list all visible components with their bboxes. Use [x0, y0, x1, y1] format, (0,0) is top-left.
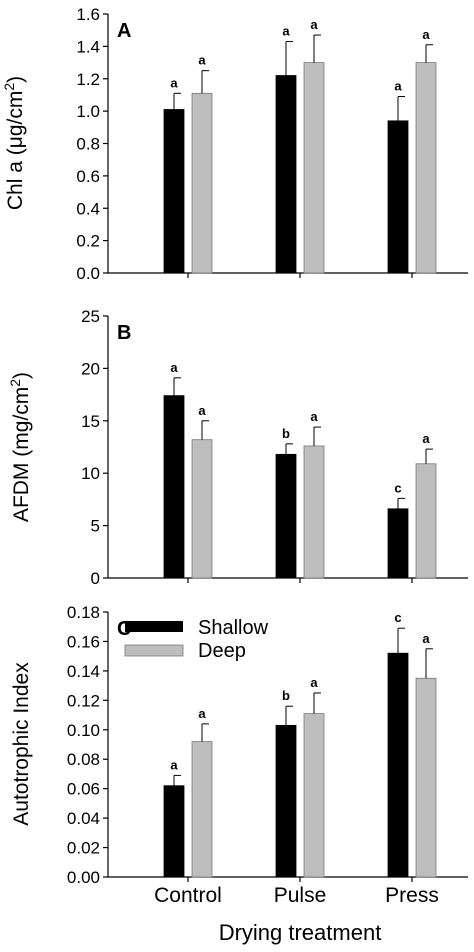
y-tick-label: 0.08: [67, 750, 100, 769]
y-tick-label: 0.4: [76, 199, 100, 218]
y-tick-label: 0.2: [76, 232, 100, 251]
chart-panel-b: 0 5 10 15 20 25 AFDM (mg/cm2) Ba b c a a a: [7, 307, 468, 588]
y-tick-label: 0.14: [67, 662, 100, 681]
y-axis-label: Chl a (μg/cm2): [1, 76, 27, 210]
x-axis-label: Drying treatment: [219, 920, 382, 945]
bar-shallow: [387, 652, 409, 878]
significance-label: a: [310, 17, 318, 32]
bar-shallow: [163, 785, 185, 878]
y-tick-label: 0.04: [67, 809, 100, 828]
panel-label: B: [117, 322, 131, 344]
significance-label: c: [394, 480, 401, 495]
significance-label: a: [422, 431, 430, 446]
significance-label: a: [422, 631, 430, 646]
significance-label: a: [422, 27, 430, 42]
x-category-labels: Control Pulse Press: [154, 884, 439, 907]
significance-label: a: [310, 675, 318, 690]
bar-deep: [191, 439, 213, 579]
y-tick-label: 0.02: [67, 839, 100, 858]
legend-label-shallow: Shallow: [198, 617, 269, 639]
significance-label: a: [198, 706, 206, 721]
panel-label: A: [117, 20, 131, 42]
bar-shallow: [275, 724, 297, 878]
bar-deep: [415, 62, 437, 274]
y-tick-label: 1.2: [76, 70, 100, 89]
y-tick-label: 15: [81, 412, 100, 431]
y-tick-label: 0.18: [67, 603, 100, 622]
y-axis-label: Autotrophic Index: [10, 662, 33, 826]
bar-deep: [303, 62, 325, 274]
significance-label: a: [282, 24, 290, 39]
y-axis-label: AFDM (mg/cm2): [7, 372, 33, 522]
y-tick-label: 0.12: [67, 691, 100, 710]
x-category-label: Press: [385, 884, 439, 907]
bar-shallow: [163, 395, 185, 579]
legend-swatch-deep: [124, 644, 184, 657]
y-tick-label: 25: [81, 307, 100, 326]
x-category-label: Control: [154, 884, 222, 907]
y-tick-label: 0.0: [76, 264, 100, 283]
chart-panel-a: 0.0 0.2 0.4 0.6 0.8 1.0 1.2 1.4 1.6 Chl a (μg/cm2…: [1, 5, 468, 283]
significance-label: b: [282, 688, 290, 703]
y-tick-label: 0.8: [76, 135, 100, 154]
y-tick-label: 0: [91, 569, 100, 588]
bar-shallow: [275, 75, 297, 274]
significance-label: a: [310, 409, 318, 424]
y-tick-label: 0.6: [76, 167, 100, 186]
y-tick-label: 5: [91, 517, 100, 536]
bar-deep: [191, 92, 213, 274]
y-tick-label: 0.10: [67, 721, 100, 740]
bar-shallow: [387, 508, 409, 579]
y-tick-label: 1.4: [76, 37, 100, 56]
significance-label: a: [170, 757, 178, 772]
legend-label-deep: Deep: [198, 640, 246, 662]
significance-label: a: [198, 53, 206, 68]
bar-deep: [303, 713, 325, 878]
significance-label: a: [394, 79, 402, 94]
significance-label: a: [170, 360, 178, 375]
significance-label: b: [282, 426, 290, 441]
y-tick-label: 0.06: [67, 780, 100, 799]
y-tick-label: 1.6: [76, 5, 100, 24]
bar-deep: [415, 463, 437, 579]
bar-shallow: [275, 453, 297, 579]
chart-panel-c: 0.00 0.02 0.04 0.06 0.08 0.10 0.12 0.14 0.16 0.18…: [10, 603, 468, 887]
bar-deep: [191, 741, 213, 878]
x-category-label: Pulse: [274, 884, 327, 907]
bar-shallow: [387, 120, 409, 274]
y-tick-label: 0.16: [67, 632, 100, 651]
bar-deep: [415, 677, 437, 878]
y-tick-label: 10: [81, 464, 100, 483]
y-tick-label: 1.0: [76, 102, 100, 121]
bar-shallow: [163, 109, 185, 274]
bar-deep: [303, 445, 325, 579]
significance-label: c: [394, 610, 401, 625]
legend-swatch-shallow: [125, 621, 183, 632]
y-tick-label: 20: [81, 359, 100, 378]
y-tick-label: 0.00: [67, 868, 100, 887]
legend: Shallow Deep: [124, 617, 269, 662]
significance-label: a: [198, 403, 206, 418]
significance-label: a: [170, 75, 178, 90]
